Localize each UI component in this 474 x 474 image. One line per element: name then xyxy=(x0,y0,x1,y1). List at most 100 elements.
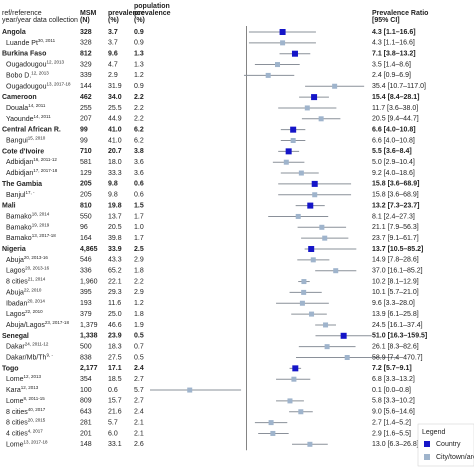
n-cell: 99 xyxy=(80,137,88,144)
point-estimate xyxy=(301,289,307,295)
name: Bamako xyxy=(6,224,32,231)
point-estimate xyxy=(304,105,310,111)
ratio-label: 2.7 [1.4–5.2] xyxy=(372,419,411,426)
citation: 23, 2017-18 xyxy=(45,320,70,325)
prevalence-cell: 2.9 xyxy=(108,72,118,79)
population-cell: 0.9 xyxy=(134,83,144,90)
column-header: year/year data collection xyxy=(2,17,78,24)
study-name: Bamako19, 2019 xyxy=(6,222,50,231)
n-cell: 193 xyxy=(80,300,92,307)
prevalence-cell: 20.7 xyxy=(108,148,122,155)
study-name: Bamako13, 2017-18 xyxy=(6,233,56,242)
name: Ougadougou xyxy=(6,61,47,68)
ratio-label: 15.4 [8.4–28.1] xyxy=(372,94,419,101)
population-cell: 2.7 xyxy=(134,398,144,405)
prevalence-cell: 41.0 xyxy=(108,126,122,133)
legend-label: Country xyxy=(436,441,461,448)
study-name: The Gambia xyxy=(2,181,42,188)
citation: 20, 2013-16 xyxy=(25,266,50,271)
population-cell: 2.6 xyxy=(134,441,144,448)
point-estimate xyxy=(312,192,318,198)
name: Bamako xyxy=(6,213,32,220)
n-cell: 4,865 xyxy=(80,246,98,253)
name: Ougadougou xyxy=(6,83,47,90)
population-cell: 3.6 xyxy=(134,170,144,177)
point-estimate xyxy=(290,138,296,143)
column-header: (%) xyxy=(134,17,145,24)
population-cell: 2.1 xyxy=(134,419,144,426)
prevalence-cell: 34.0 xyxy=(108,94,122,101)
population-cell: 0.7 xyxy=(134,343,144,350)
citation: 30, 2011 xyxy=(38,38,56,43)
point-estimate xyxy=(291,50,298,57)
study-name: Bangui15, 2010 xyxy=(6,136,46,145)
n-cell: 328 xyxy=(80,40,92,47)
n-cell: 462 xyxy=(80,94,92,101)
citation: 24, 2011-12 xyxy=(25,342,49,347)
name: 8 cities xyxy=(6,278,28,285)
point-estimate xyxy=(291,376,297,382)
point-estimate xyxy=(280,40,286,46)
citation: 18, 2014 xyxy=(32,212,50,217)
point-estimate xyxy=(311,94,318,101)
n-cell: 100 xyxy=(80,387,92,394)
point-estimate xyxy=(285,148,292,155)
population-cell: 1.8 xyxy=(134,311,144,318)
population-cell: 0.9 xyxy=(134,40,144,47)
citation: 20, 2013-16 xyxy=(24,255,49,260)
study-name: Adbidjan16, 2011-12 xyxy=(6,157,57,166)
ratio-label: 5.0 [2.9–10.4] xyxy=(372,159,415,166)
n-cell: 2,177 xyxy=(80,365,98,372)
point-estimate xyxy=(268,420,274,426)
population-cell: 2.4 xyxy=(134,365,144,372)
study-name: Cote d'Ivoire xyxy=(2,148,44,155)
point-estimate xyxy=(319,224,325,230)
citation: 4, 2017 xyxy=(28,429,44,434)
point-estimate xyxy=(187,387,193,393)
prevalence-cell: 23.9 xyxy=(108,333,122,340)
ratio-label: 11.7 [3.6–38.0] xyxy=(372,105,418,112)
study-name: Lome8, 2011-15 xyxy=(6,396,45,405)
name: Senegal xyxy=(2,333,29,340)
point-estimate xyxy=(292,365,299,372)
study-name: Abuja22, 2010 xyxy=(6,288,42,297)
point-estimate xyxy=(333,268,339,274)
legend-swatch xyxy=(424,441,430,447)
population-cell: 1.3 xyxy=(134,61,144,68)
prevalence-cell: 6.0 xyxy=(108,430,118,437)
name: Abuja xyxy=(6,257,24,264)
ratio-label: 6.8 [3.3–13.2] xyxy=(372,376,415,383)
ratio-label: 10.1 [5.7–21.0] xyxy=(372,289,419,296)
study-name: Abuja/Lagos23, 2017-18 xyxy=(6,320,69,329)
ratio-label: 13.9 [6.1–25.8] xyxy=(372,311,419,318)
prevalence-cell: 0.6 xyxy=(108,387,118,394)
citation: 14, 2011 xyxy=(28,103,46,108)
population-cell: 1.7 xyxy=(134,213,144,220)
n-cell: 395 xyxy=(80,289,92,296)
population-cell: 2.2 xyxy=(134,116,144,123)
point-estimate xyxy=(340,332,347,339)
population-cell: 0.5 xyxy=(134,333,144,340)
prevalence-cell: 39.8 xyxy=(108,235,122,242)
prevalence-cell: 18.0 xyxy=(108,159,122,166)
population-cell: 1.8 xyxy=(134,268,144,275)
ratio-label: 51.0 [16.3–159.5] xyxy=(372,333,427,340)
population-cell: 3.8 xyxy=(134,148,144,155)
n-cell: 281 xyxy=(80,419,92,426)
n-cell: 643 xyxy=(80,409,92,416)
study-name: Ibadan20, 2014 xyxy=(6,298,45,307)
n-cell: 99 xyxy=(80,126,88,133)
column-header: Prevalence Ratio xyxy=(372,10,428,17)
point-estimate xyxy=(322,235,328,241)
prevalence-cell: 9.8 xyxy=(108,181,118,188)
study-name: Lagos20, 2013-16 xyxy=(6,266,50,275)
prevalence-cell: 25.0 xyxy=(108,311,122,318)
ratio-label: 5.8 [3.3–10.2] xyxy=(372,398,415,405)
population-cell: 3.6 xyxy=(134,159,144,166)
ratio-label: 8.1 [2.4–27.3] xyxy=(372,213,415,220)
citation: 14, 2011 xyxy=(34,114,52,119)
prevalence-cell: 9.8 xyxy=(108,192,118,199)
population-cell: 2.1 xyxy=(134,430,144,437)
citation: 21, 2014 xyxy=(28,277,46,282)
n-cell: 710 xyxy=(80,148,92,155)
